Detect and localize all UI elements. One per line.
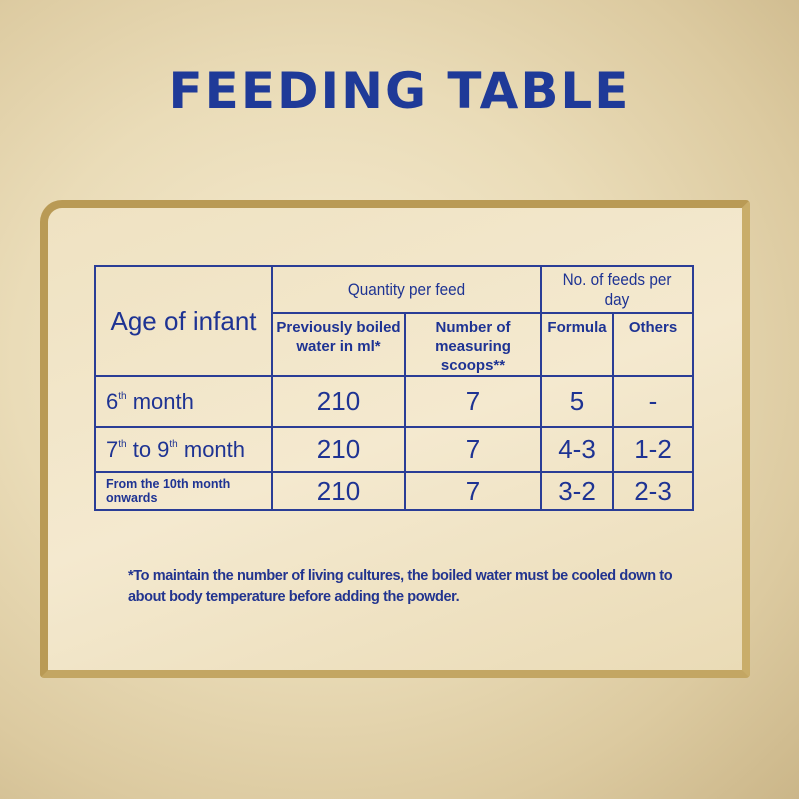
age-header: Age of infant: [94, 265, 273, 377]
water-cell: 210: [271, 375, 406, 428]
scoops-cell: 7: [403, 375, 543, 428]
others-cell: -: [612, 375, 695, 428]
age-text: month: [126, 388, 194, 414]
water-cell: 210: [271, 426, 406, 473]
formula-header: Formula: [540, 312, 615, 377]
formula-cell: 4-3: [540, 426, 615, 473]
feeding-table: Age of infant Quantity per feed No. of f…: [94, 265, 695, 511]
table-row: 7th to 9th month 210 7 4-3 1-2: [94, 426, 695, 473]
formula-cell: 5: [540, 375, 615, 428]
age-sup: th: [118, 438, 127, 450]
age-cell: 6th month: [94, 375, 273, 428]
age-text: to 9: [126, 436, 170, 462]
page-title: FEEDING TABLE: [168, 62, 631, 120]
water-cell: 210: [271, 471, 406, 511]
others-cell: 2-3: [612, 471, 695, 511]
age-cell: 7th to 9th month: [94, 426, 273, 473]
table-row: From the 10th month onwards 210 7 3-2 2-…: [94, 471, 695, 511]
formula-cell: 3-2: [540, 471, 615, 511]
scoops-cell: 7: [403, 471, 543, 511]
age-sup: th: [169, 438, 178, 450]
quantity-header: Quantity per feed: [284, 265, 529, 314]
others-header: Others: [612, 312, 695, 377]
others-cell: 1-2: [612, 426, 695, 473]
table-row: 6th month 210 7 5 -: [94, 375, 695, 428]
age-cell: From the 10th month onwards: [94, 471, 273, 511]
age-text: 6: [106, 388, 119, 414]
feeds-header: No. of feeds per day: [547, 265, 687, 314]
scoops-cell: 7: [403, 426, 543, 473]
water-header: Previously boiled water in ml*: [271, 312, 406, 377]
age-text: 7: [106, 436, 119, 462]
footnote: *To maintain the number of living cultur…: [128, 568, 673, 605]
age-sup: th: [118, 390, 127, 402]
scoops-header: Number of measuring scoops**: [403, 312, 543, 377]
age-text: month: [177, 436, 246, 462]
